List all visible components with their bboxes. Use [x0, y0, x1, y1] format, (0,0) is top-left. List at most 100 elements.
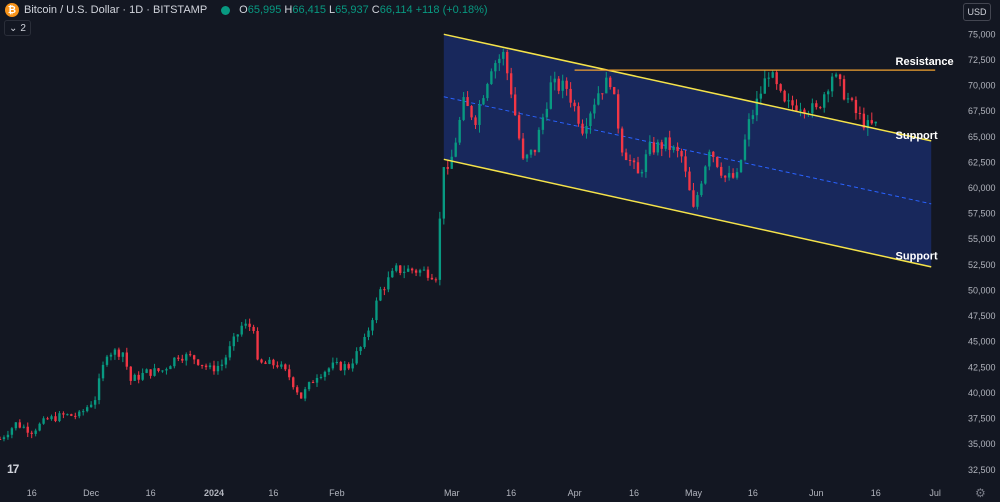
y-tick-label: 50,000: [968, 285, 996, 295]
candle-body: [288, 369, 291, 378]
candle-body: [280, 364, 283, 367]
candle-body: [442, 167, 446, 219]
candle-body: [2, 437, 6, 440]
candle-body: [363, 336, 366, 347]
y-tick-label: 70,000: [968, 81, 996, 91]
candles: [0, 48, 877, 442]
candle-body: [636, 162, 640, 174]
currency-button[interactable]: USD: [963, 3, 991, 21]
market-status-dot[interactable]: [221, 5, 231, 15]
gear-icon[interactable]: ⚙: [975, 486, 986, 500]
candle-body: [403, 271, 406, 273]
candle-body: [395, 265, 398, 271]
indicators-toggle[interactable]: ⌄ 2: [4, 20, 31, 36]
candle-body: [351, 363, 354, 369]
candle-body: [775, 72, 778, 85]
candle-body: [18, 422, 22, 428]
candle-body: [173, 357, 176, 367]
candle-body: [644, 154, 648, 172]
candle-body: [192, 355, 196, 360]
bitcoin-icon[interactable]: ₿: [5, 3, 19, 17]
candle-body: [327, 368, 331, 372]
candle-body: [601, 93, 604, 95]
candle-body: [137, 374, 140, 380]
y-tick-label: 52,500: [968, 260, 996, 270]
candle-body: [200, 364, 204, 366]
resistance-label-0: Resistance: [896, 56, 954, 68]
candle-body: [50, 416, 53, 420]
candle-body: [375, 300, 378, 321]
tradingview-logo[interactable]: 17: [7, 462, 19, 476]
candle-body: [664, 137, 667, 149]
symbol-title[interactable]: Bitcoin / U.S. Dollar · 1D · BITSTAMP: [24, 4, 208, 16]
candle-body: [533, 149, 537, 153]
candle-body: [224, 357, 228, 365]
x-tick-label: 16: [629, 488, 639, 498]
candle-body: [597, 93, 600, 105]
candle-body: [616, 94, 620, 129]
ohlc-high: H66,415: [284, 4, 326, 16]
candle-body: [228, 346, 232, 358]
price-change: +118 (+0.18%): [415, 4, 488, 16]
candle-body: [276, 365, 279, 367]
candle-body: [854, 99, 858, 114]
candle-body: [292, 377, 295, 388]
candle-body: [446, 167, 449, 169]
candle-body: [676, 146, 679, 152]
candle-body: [668, 137, 671, 150]
candle-body: [34, 430, 37, 434]
y-tick-label: 65,000: [968, 132, 996, 142]
candle-body: [113, 349, 117, 355]
candle-body: [470, 105, 473, 118]
candle-body: [763, 78, 766, 94]
candle-body: [727, 173, 731, 178]
candle-body: [581, 123, 584, 134]
candle-body: [204, 365, 208, 368]
candle-body: [700, 183, 703, 196]
candle-body: [486, 84, 489, 99]
candle-body: [379, 289, 382, 301]
chart-header: ₿ Bitcoin / U.S. Dollar · 1D · BITSTAMP …: [0, 0, 960, 20]
candle-body: [478, 104, 481, 125]
candle-body: [0, 439, 2, 441]
candle-body: [672, 146, 675, 150]
candle-body: [149, 369, 152, 376]
candle-body: [521, 138, 525, 159]
candle-body: [129, 366, 132, 381]
y-tick-label: 32,500: [968, 465, 996, 475]
candle-body: [577, 106, 580, 124]
x-tick-label: 16: [268, 488, 278, 498]
candle-body: [430, 277, 434, 280]
candle-body: [391, 270, 394, 278]
candle-body: [609, 77, 612, 88]
y-tick-label: 37,500: [968, 414, 996, 424]
candle-body: [38, 423, 41, 431]
x-tick-label: May: [685, 488, 703, 498]
candle-body: [339, 361, 342, 371]
x-tick-label: Jul: [929, 488, 941, 498]
candle-body: [117, 349, 121, 357]
candle-body: [74, 415, 77, 417]
candle-body: [787, 100, 790, 102]
candle-body: [624, 152, 628, 160]
candle-body: [78, 411, 81, 417]
chevron-down-icon: ⌄: [9, 22, 18, 34]
candle-body: [161, 370, 164, 372]
channel-fill: [443, 34, 932, 267]
candle-body: [850, 98, 854, 100]
candle-body: [169, 366, 172, 370]
candle-body: [708, 151, 711, 167]
y-tick-label: 62,500: [968, 157, 996, 167]
x-tick-label: 16: [27, 488, 37, 498]
x-tick-label: 16: [748, 488, 758, 498]
candle-body: [371, 320, 374, 331]
ohlc-open: O65,995: [239, 4, 282, 16]
candle-body: [830, 76, 834, 92]
candle-body: [605, 77, 608, 94]
candle-body: [506, 51, 509, 74]
candle-body: [795, 105, 798, 111]
candle-body: [799, 109, 802, 111]
candle-body: [240, 325, 243, 335]
candle-body: [196, 359, 200, 365]
